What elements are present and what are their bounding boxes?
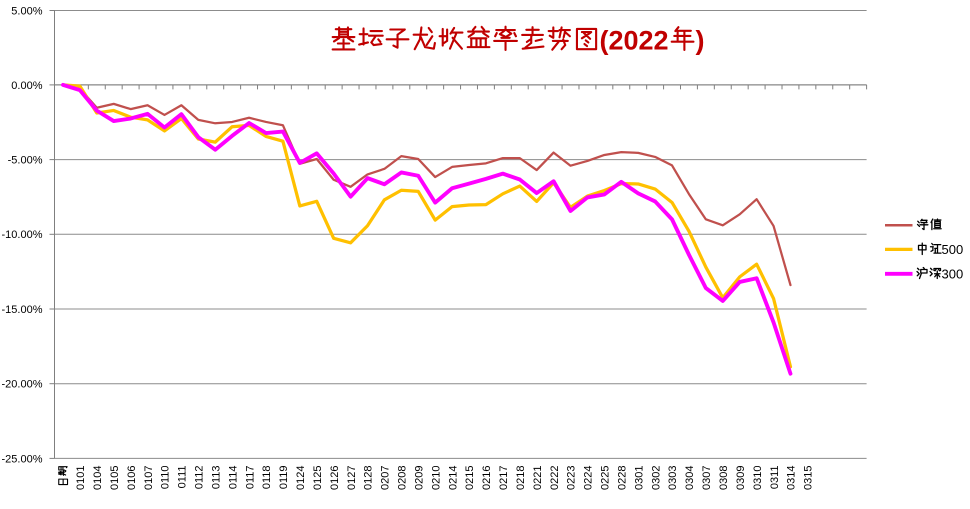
svg-text:0119: 0119 bbox=[278, 466, 290, 490]
svg-text:0104: 0104 bbox=[92, 466, 104, 490]
svg-text:): ) bbox=[696, 26, 705, 56]
svg-text:0111: 0111 bbox=[177, 466, 189, 489]
svg-text:0101: 0101 bbox=[75, 466, 87, 490]
svg-text:0218: 0218 bbox=[515, 466, 527, 490]
svg-text:0222: 0222 bbox=[549, 466, 561, 490]
svg-text:500: 500 bbox=[942, 242, 964, 257]
svg-text:0217: 0217 bbox=[498, 466, 510, 490]
svg-text:0302: 0302 bbox=[650, 466, 662, 490]
svg-text:0308: 0308 bbox=[718, 466, 730, 490]
svg-text:0307: 0307 bbox=[701, 466, 713, 490]
svg-text:0107: 0107 bbox=[143, 466, 155, 490]
svg-text:0126: 0126 bbox=[329, 466, 341, 490]
svg-text:0216: 0216 bbox=[481, 466, 493, 490]
svg-text:0127: 0127 bbox=[346, 466, 358, 490]
svg-text:0113: 0113 bbox=[210, 466, 222, 490]
svg-text:0209: 0209 bbox=[413, 466, 425, 490]
svg-text:0208: 0208 bbox=[397, 466, 409, 490]
svg-text:0110: 0110 bbox=[160, 466, 172, 490]
svg-text:(2022: (2022 bbox=[600, 26, 669, 56]
svg-text:0105: 0105 bbox=[109, 466, 121, 490]
svg-text:0124: 0124 bbox=[295, 466, 307, 490]
svg-text:5.00%: 5.00% bbox=[11, 5, 42, 17]
svg-text:0310: 0310 bbox=[752, 466, 764, 490]
svg-text:0225: 0225 bbox=[600, 466, 612, 490]
svg-text:0311: 0311 bbox=[769, 466, 781, 490]
svg-text:0117: 0117 bbox=[244, 466, 256, 490]
svg-text:0315: 0315 bbox=[803, 466, 815, 490]
svg-text:-15.00%: -15.00% bbox=[2, 304, 43, 316]
svg-text:0207: 0207 bbox=[380, 466, 392, 490]
svg-text:-20.00%: -20.00% bbox=[2, 379, 43, 391]
svg-text:0215: 0215 bbox=[464, 466, 476, 490]
svg-text:0223: 0223 bbox=[566, 466, 578, 490]
svg-text:0214: 0214 bbox=[447, 466, 459, 490]
svg-text:0.00%: 0.00% bbox=[11, 80, 42, 92]
svg-text:0125: 0125 bbox=[312, 466, 324, 490]
svg-text:0228: 0228 bbox=[616, 466, 628, 490]
svg-text:300: 300 bbox=[942, 266, 964, 281]
svg-text:0114: 0114 bbox=[227, 466, 239, 490]
svg-text:0118: 0118 bbox=[261, 466, 273, 490]
svg-text:0224: 0224 bbox=[583, 466, 595, 490]
svg-text:0314: 0314 bbox=[786, 466, 798, 490]
svg-text:-25.00%: -25.00% bbox=[2, 453, 43, 465]
svg-text:0128: 0128 bbox=[363, 466, 375, 490]
svg-text:-5.00%: -5.00% bbox=[8, 155, 43, 167]
svg-text:0303: 0303 bbox=[667, 466, 679, 490]
svg-text:0106: 0106 bbox=[126, 466, 138, 490]
svg-text:0112: 0112 bbox=[194, 466, 206, 490]
svg-text:0210: 0210 bbox=[430, 466, 442, 490]
svg-text:-10.00%: -10.00% bbox=[2, 229, 43, 241]
svg-text:0301: 0301 bbox=[633, 466, 645, 490]
svg-text:0221: 0221 bbox=[532, 466, 544, 490]
svg-text:0304: 0304 bbox=[684, 466, 696, 490]
svg-text:0309: 0309 bbox=[735, 466, 747, 490]
